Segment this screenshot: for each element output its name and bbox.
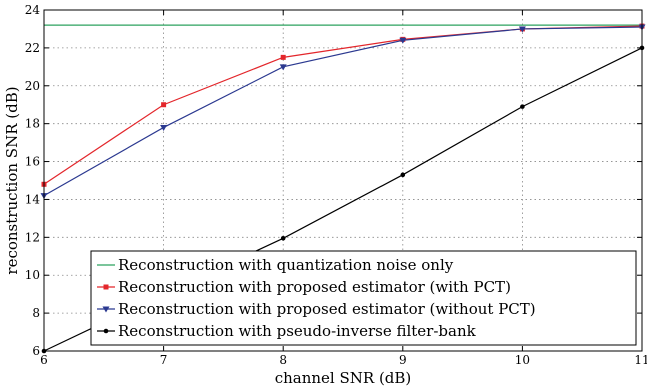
y-tick-label: 6 [32,344,40,358]
x-axis-label: channel SNR (dB) [275,369,412,387]
legend: Reconstruction with quantization noise o… [91,251,636,345]
y-tick-label: 16 [25,155,40,169]
legend-marker [104,285,109,290]
legend-item: Reconstruction with quantization noise o… [97,256,454,274]
y-tick-label: 12 [25,230,40,244]
y-tick-label: 22 [25,41,40,55]
y-axis-label: reconstruction SNR (dB) [3,86,21,274]
series-line [44,27,642,196]
data-point [401,173,406,178]
y-tick-label: 20 [25,79,40,93]
legend-label: Reconstruction with pseudo-inverse filte… [118,322,477,340]
series-line [44,26,642,184]
data-point [520,104,525,109]
legend-marker [104,329,109,334]
x-tick-label: 8 [279,353,287,367]
data-point [281,55,286,60]
x-tick-label: 10 [515,353,530,367]
legend-label: Reconstruction with quantization noise o… [118,256,454,274]
legend-label: Reconstruction with proposed estimator (… [118,300,536,318]
data-point [281,236,286,241]
data-point [161,102,166,107]
y-tick-label: 18 [25,117,40,131]
x-tick-label: 9 [399,353,407,367]
data-point [280,64,287,70]
y-tick-label: 24 [25,3,41,17]
y-tick-label: 8 [32,306,40,320]
x-tick-label: 11 [634,353,647,367]
legend-item: Reconstruction with pseudo-inverse filte… [97,322,477,340]
y-tick-label: 14 [25,192,41,206]
legend-label: Reconstruction with proposed estimator (… [118,278,511,296]
data-point [160,125,167,131]
x-tick-label: 6 [40,353,48,367]
legend-item: Reconstruction with proposed estimator (… [97,300,536,318]
series-2 [42,24,645,187]
y-tick-label: 10 [25,268,40,282]
legend-item: Reconstruction with proposed estimator (… [97,278,511,296]
series-3 [41,25,646,200]
x-tick-label: 7 [160,353,168,367]
